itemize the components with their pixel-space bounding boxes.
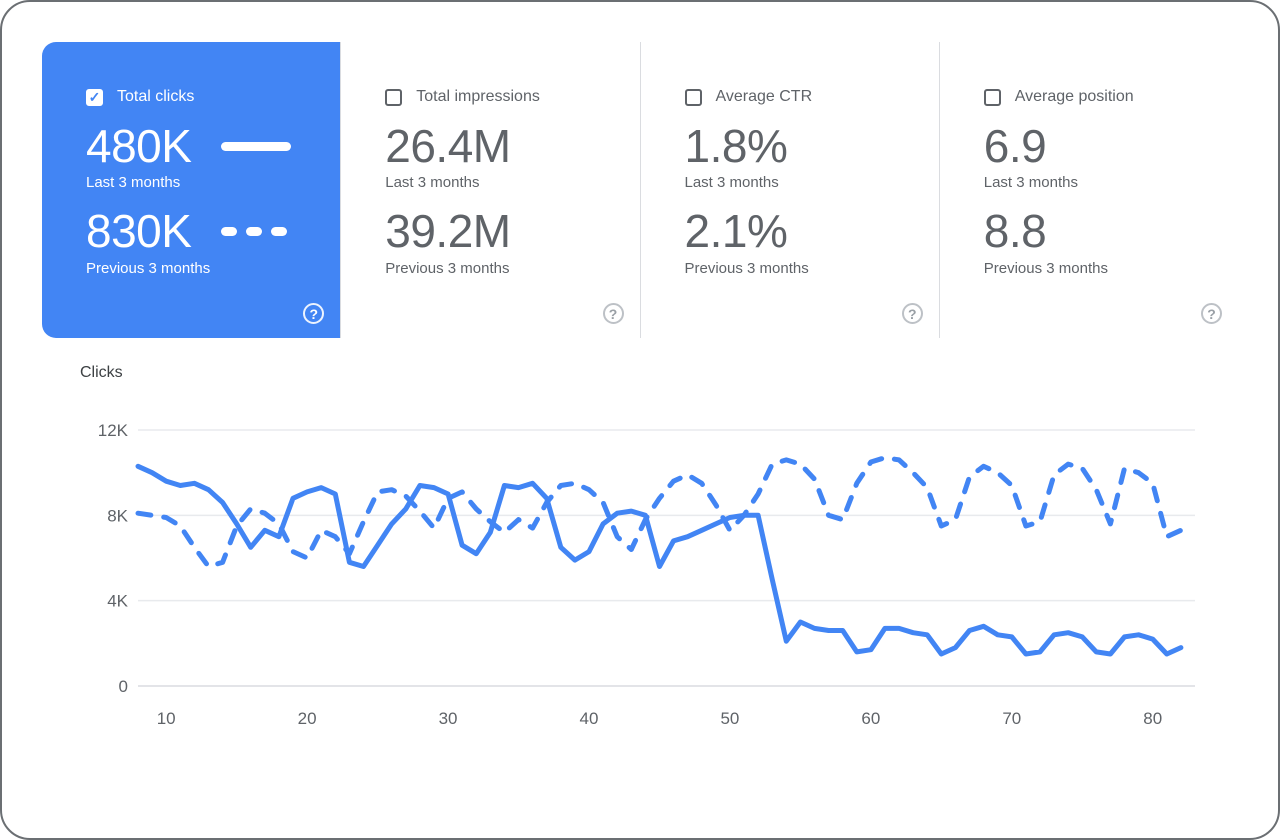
help-icon[interactable]: ? — [901, 303, 923, 324]
metric-value-recent: 6.9 — [983, 120, 1047, 172]
metric-card-total-impressions[interactable]: ✓ Total impressions 26.4M Last 3 months … — [340, 42, 640, 338]
metric-header: ✓ Total impressions — [385, 88, 619, 106]
recent-value-row: 1.8% — [684, 120, 919, 172]
recent-value-row: 480K — [86, 122, 320, 170]
previous-value-row: 8.8 — [983, 205, 1218, 258]
period-label-recent: Last 3 months — [983, 174, 1078, 192]
y-tick-label: 8K — [107, 506, 128, 525]
help-icon[interactable]: ? — [602, 303, 624, 324]
recent-value-row: 26.4M — [385, 120, 619, 172]
metric-value-previous: 39.2M — [385, 205, 511, 258]
metric-value-recent: 1.8% — [684, 120, 788, 172]
recent-value-row: 6.9 — [983, 120, 1218, 172]
metric-label: Average CTR — [715, 88, 813, 105]
metric-cards-row: ✓ Total clicks 480K Last 3 months 830K P… — [42, 42, 1238, 338]
clicks-line-previous-dashed — [135, 455, 1184, 569]
previous-value-row: 830K — [86, 205, 320, 258]
metric-card-average-ctr[interactable]: ✓ Average CTR 1.8% Last 3 months 2.1% Pr… — [639, 42, 939, 338]
x-tick-label: 50 — [720, 709, 739, 728]
metric-value-previous: 830K — [86, 205, 192, 258]
metric-label: Average position — [1014, 88, 1134, 105]
clicks-line-recent-solid — [135, 463, 1184, 657]
metric-header: ✓ Average CTR — [684, 88, 919, 106]
x-tick-label: 60 — [861, 709, 880, 728]
chart-axis-title: Clicks — [80, 364, 123, 381]
dashed-line-legend-swatch — [221, 226, 288, 236]
metric-header: ✓ Average position — [983, 88, 1218, 106]
metric-label: Total clicks — [117, 88, 195, 105]
x-tick-label: 10 — [157, 709, 176, 728]
previous-value-row: 2.1% — [684, 205, 919, 258]
metric-card-total-clicks[interactable]: ✓ Total clicks 480K Last 3 months 830K P… — [42, 42, 341, 338]
help-icon[interactable]: ? — [1201, 303, 1222, 324]
clicks-chart-section: Clicks 0 4K 8K 12K 10 20 30 40 50 60 70 80 — [2, 338, 1278, 738]
total-impressions-checkbox[interactable]: ✓ — [385, 88, 403, 106]
solid-line-legend-swatch — [221, 141, 292, 151]
previous-value-row: 39.2M — [385, 205, 619, 258]
metric-value-recent: 26.4M — [385, 120, 511, 172]
period-label-previous: Previous 3 months — [385, 259, 510, 277]
clicks-chart: 0 4K 8K 12K 10 20 30 40 50 60 70 80 — [98, 421, 1195, 728]
period-label-previous: Previous 3 months — [684, 259, 809, 277]
metric-header: ✓ Total clicks — [86, 88, 320, 106]
total-clicks-checkbox[interactable]: ✓ — [86, 88, 103, 106]
metric-value-previous: 2.1% — [684, 205, 788, 258]
y-tick-label: 4K — [107, 592, 128, 611]
period-label-previous: Previous 3 months — [983, 259, 1108, 277]
y-tick-label: 0 — [119, 677, 128, 696]
average-position-checkbox[interactable]: ✓ — [983, 88, 1001, 106]
x-tick-label: 70 — [1002, 709, 1021, 728]
period-label-recent: Last 3 months — [86, 174, 181, 192]
metric-label: Total impressions — [416, 88, 540, 105]
period-label-recent: Last 3 months — [385, 174, 480, 192]
metric-value-recent: 480K — [86, 120, 192, 172]
check-icon: ✓ — [88, 89, 101, 105]
x-tick-label: 20 — [298, 709, 317, 728]
average-ctr-checkbox[interactable]: ✓ — [684, 88, 702, 106]
x-tick-label: 30 — [439, 709, 458, 728]
help-icon[interactable]: ? — [303, 303, 325, 324]
period-label-recent: Last 3 months — [684, 174, 779, 192]
period-label-previous: Previous 3 months — [86, 259, 211, 277]
x-tick-label: 80 — [1143, 709, 1162, 728]
y-tick-label: 12K — [98, 421, 129, 440]
x-tick-label: 40 — [580, 709, 599, 728]
metric-card-average-position[interactable]: ✓ Average position 6.9 Last 3 months 8.8… — [938, 42, 1238, 338]
metric-value-previous: 8.8 — [983, 205, 1047, 258]
